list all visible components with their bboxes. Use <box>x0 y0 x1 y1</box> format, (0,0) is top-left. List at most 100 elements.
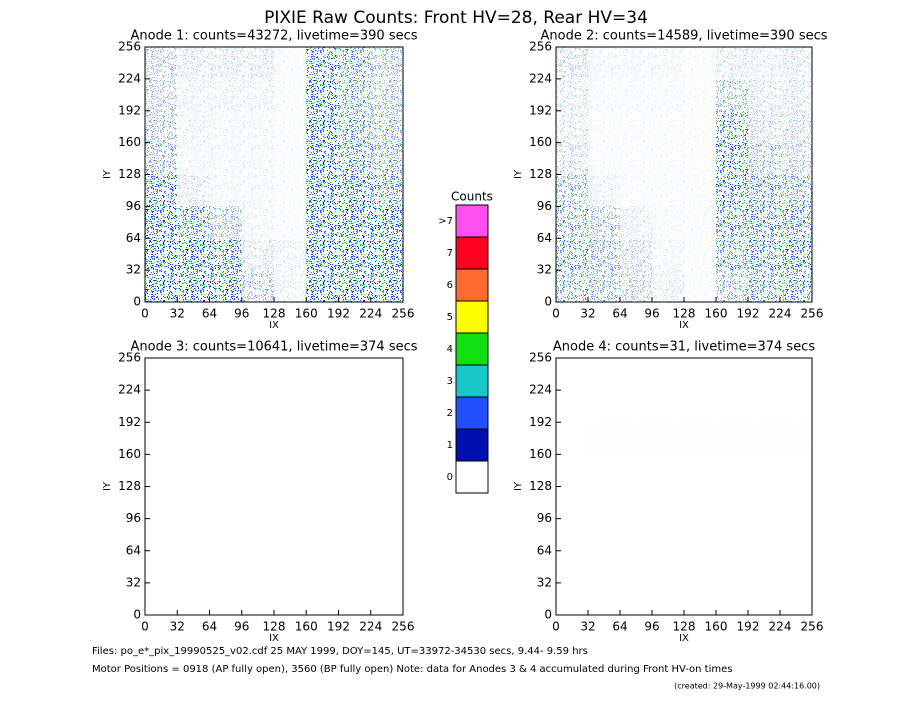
density-cell <box>748 583 780 615</box>
density-cell <box>780 358 812 390</box>
density-cell <box>210 422 242 454</box>
density-cell <box>241 142 274 175</box>
density-cell <box>748 454 780 486</box>
x-tick-label: 224 <box>769 620 792 634</box>
density-cell <box>177 206 210 239</box>
density-cell <box>588 78 620 111</box>
density-cell <box>716 358 748 390</box>
density-cell <box>716 454 748 486</box>
x-tick-label: 256 <box>392 307 415 321</box>
density-cell <box>780 551 812 583</box>
density-cell <box>145 174 178 207</box>
density-cell <box>145 487 177 519</box>
density-cell <box>241 206 274 239</box>
density-cell <box>242 390 274 422</box>
y-tick-label: 160 <box>118 135 141 149</box>
density-cell <box>780 583 812 615</box>
density-cell <box>274 238 307 271</box>
y-tick-label: 0 <box>133 608 141 622</box>
density-cell <box>241 110 274 143</box>
x-tick-label: 224 <box>769 307 792 321</box>
density-cell <box>716 519 748 551</box>
x-tick-label: 96 <box>234 620 249 634</box>
density-cell <box>210 358 242 390</box>
density-cell <box>716 487 748 519</box>
density-cell <box>780 238 812 271</box>
x-axis-label: IX <box>269 320 279 331</box>
density-cell <box>620 583 652 615</box>
y-tick-label: 192 <box>118 103 141 117</box>
density-cell <box>145 358 177 390</box>
density-cell <box>274 551 306 583</box>
density-cell <box>145 454 177 486</box>
density-cell <box>556 78 588 111</box>
figure-title: PIXIE Raw Counts: Front HV=28, Rear HV=3… <box>264 8 648 28</box>
density-cell <box>652 47 684 79</box>
density-cell <box>242 551 274 583</box>
density-cell <box>209 142 242 175</box>
y-tick-label: 256 <box>529 40 552 54</box>
y-tick-label: 160 <box>529 135 552 149</box>
density-cell <box>210 519 242 551</box>
colorbar-label: 5 <box>447 312 453 323</box>
density-cell <box>177 358 209 390</box>
density-cell <box>652 78 684 111</box>
density-cell <box>620 519 652 551</box>
y-tick-label: 224 <box>529 71 552 85</box>
density-cell <box>339 519 371 551</box>
density-cell <box>145 422 177 454</box>
y-tick-label: 32 <box>537 575 552 589</box>
x-axis-label: IX <box>269 633 279 644</box>
panel-title: Anode 4: counts=31, livetime=374 secs <box>553 340 815 355</box>
density-cell <box>274 174 307 207</box>
footer-line: Files: po_e*_pix_19990525_v02.cdf 25 MAY… <box>92 646 588 657</box>
density-cell <box>780 487 812 519</box>
density-cell <box>652 390 684 422</box>
y-tick-label: 192 <box>529 415 552 429</box>
density-cell <box>588 519 620 551</box>
x-tick-label: 0 <box>141 620 149 634</box>
density-cell <box>556 454 588 486</box>
density-cell <box>652 358 684 390</box>
density-cell <box>556 174 588 207</box>
density-cell <box>748 174 780 207</box>
density-cell <box>274 78 307 111</box>
y-tick-label: 224 <box>529 383 552 397</box>
x-tick-label: 0 <box>552 307 560 321</box>
y-tick-label: 128 <box>529 479 552 493</box>
panel-title: Anode 1: counts=43272, livetime=390 secs <box>130 29 417 44</box>
density-cell <box>716 390 748 422</box>
density-cell <box>177 270 210 302</box>
density-cell <box>780 206 812 239</box>
density-cell <box>556 487 588 519</box>
density-cell <box>274 206 307 239</box>
density-cell <box>748 390 780 422</box>
y-tick-label: 96 <box>537 511 552 525</box>
density-cell <box>242 422 274 454</box>
density-cell <box>274 422 306 454</box>
x-tick-label: 128 <box>673 307 696 321</box>
density-cell <box>209 206 242 239</box>
density-cell <box>209 174 242 207</box>
density-cell <box>556 551 588 583</box>
colorbar-box <box>455 268 489 302</box>
density-cell <box>306 142 339 175</box>
density-cell <box>588 583 620 615</box>
y-tick-label: 0 <box>133 295 141 309</box>
density-cell <box>339 454 371 486</box>
density-cell <box>748 110 780 143</box>
density-cell <box>620 390 652 422</box>
x-tick-label: 256 <box>801 307 824 321</box>
density-cell <box>306 110 339 143</box>
density-cell <box>306 390 338 422</box>
density-cell <box>371 487 403 519</box>
density-cell <box>716 174 748 207</box>
density-cell <box>306 519 338 551</box>
y-tick-label: 32 <box>126 263 141 277</box>
density-cell <box>177 238 210 271</box>
density-cell <box>371 583 403 615</box>
density-cell <box>620 454 652 486</box>
density-cell <box>145 47 178 79</box>
density-cell <box>748 47 780 79</box>
